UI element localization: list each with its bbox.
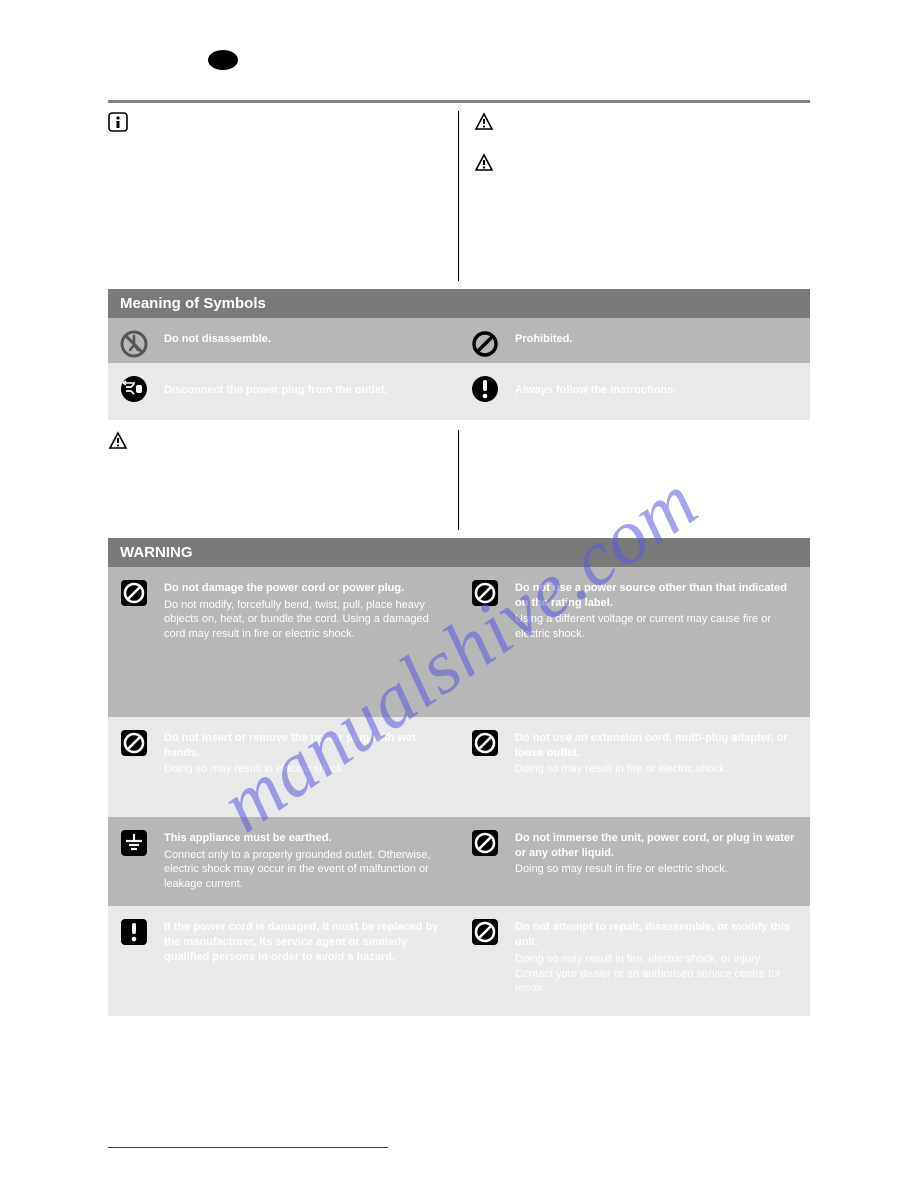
intro-col-right: WARNING: Indicates a potentially hazardo… [459,111,810,281]
mandatory-icon [120,918,148,946]
symbol-title: Disconnect the power plug from the outle… [164,383,447,398]
intro-col-left: Carefully read and become familiar with … [108,111,459,281]
symbol-cell: Do not disassemble. [108,318,459,363]
symbols-grid: Do not disassemble. Prohibited. Disconne… [108,318,810,420]
unplug-icon [120,375,148,403]
warning-title: Do not insert or remove the power plug w… [164,731,447,761]
warning-title: Do not use an extension cord, multi-plug… [515,731,798,761]
mid-columns: CAUTION: In order to avoid a hazard due … [108,430,810,530]
warning-title: Do not use a power source other than tha… [515,581,798,611]
warning-body: Do not modify, forcefully bend, twist, p… [164,598,447,643]
warning-body: Doing so may result in fire or electric … [515,862,798,877]
warning-cell: This appliance must be earthed. Connect … [108,817,459,906]
thermal-caution-text: CAUTION: In order to avoid a hazard due … [136,431,443,505]
prohibit-icon [120,579,148,607]
symbol-title: Prohibited. [515,332,798,347]
warning-title: If the power cord is damaged, it must be… [164,920,447,965]
footer-rule [108,1147,388,1148]
symbols-section-title: Meaning of Symbols [108,289,810,318]
warning-grid: Do not damage the power cord or power pl… [108,567,810,1016]
warning-icon [108,431,128,451]
warning-body: Doing so may result in fire or electric … [515,762,798,777]
info-icon [108,112,128,132]
caution-def: CAUTION: Indicates a potentially hazardo… [474,152,810,208]
warning-def: WARNING: Indicates a potentially hazardo… [474,111,810,152]
ground-icon [120,829,148,857]
intro-columns: Carefully read and become familiar with … [108,111,810,281]
warning-cell: Do not insert or remove the power plug w… [108,717,459,817]
symbol-cell: Disconnect the power plug from the outle… [108,363,459,420]
symbol-title: Always follow the instructions. [515,383,798,398]
mandatory-icon [471,375,499,403]
symbol-cell: Prohibited. [459,318,810,363]
prohibit-icon [471,729,499,757]
warning-title: This appliance must be earthed. [164,831,447,846]
mid-col-left: CAUTION: In order to avoid a hazard due … [108,430,459,530]
warning-cell: If the power cord is damaged, it must be… [108,906,459,1016]
intro-note: Carefully read and become familiar with … [108,111,443,198]
warning-section-title: WARNING [108,538,810,567]
warning-icon [474,112,494,132]
warning-title: Do not immerse the unit, power cord, or … [515,831,798,861]
prohibit-icon [120,729,148,757]
warning-cell: Do not use a power source other than tha… [459,567,810,717]
warning-body: Using a different voltage or current may… [515,612,798,642]
warning-icon [474,153,494,173]
warning-cell: Do not use an extension cord, multi-plug… [459,717,810,817]
no-disassemble-icon [120,330,148,358]
prohibit-icon [471,330,499,358]
symbol-cell: Always follow the instructions. [459,363,810,420]
intro-note-text: Carefully read and become familiar with … [136,112,442,186]
mid-col-right [459,430,810,530]
warning-def-text: WARNING: Indicates a potentially hazardo… [502,112,808,139]
warning-title: Do not damage the power cord or power pl… [164,581,447,596]
warning-body: Doing so may result in electric shock. [164,762,447,777]
warning-body: Connect only to a properly grounded outl… [164,848,447,893]
prohibit-icon [471,918,499,946]
warning-title: Do not attempt to repair, disassemble, o… [515,920,798,950]
page-header: 2 EN [108,40,810,80]
warning-cell: Do not immerse the unit, power cord, or … [459,817,810,906]
caution-def-text: CAUTION: Indicates a potentially hazardo… [502,153,806,196]
warning-body: Doing so may result in fire, electric sh… [515,952,798,997]
warning-cell: Do not damage the power cord or power pl… [108,567,459,717]
prohibit-icon [471,579,499,607]
header-rule [108,100,810,103]
thermal-caution: CAUTION: In order to avoid a hazard due … [108,430,443,517]
page-number: 2 [108,46,158,74]
warning-cell: Do not attempt to repair, disassemble, o… [459,906,810,1016]
language-flag-icon [208,50,238,70]
language-code: EN [158,49,208,72]
symbol-title: Do not disassemble. [164,332,447,347]
prohibit-icon [471,829,499,857]
